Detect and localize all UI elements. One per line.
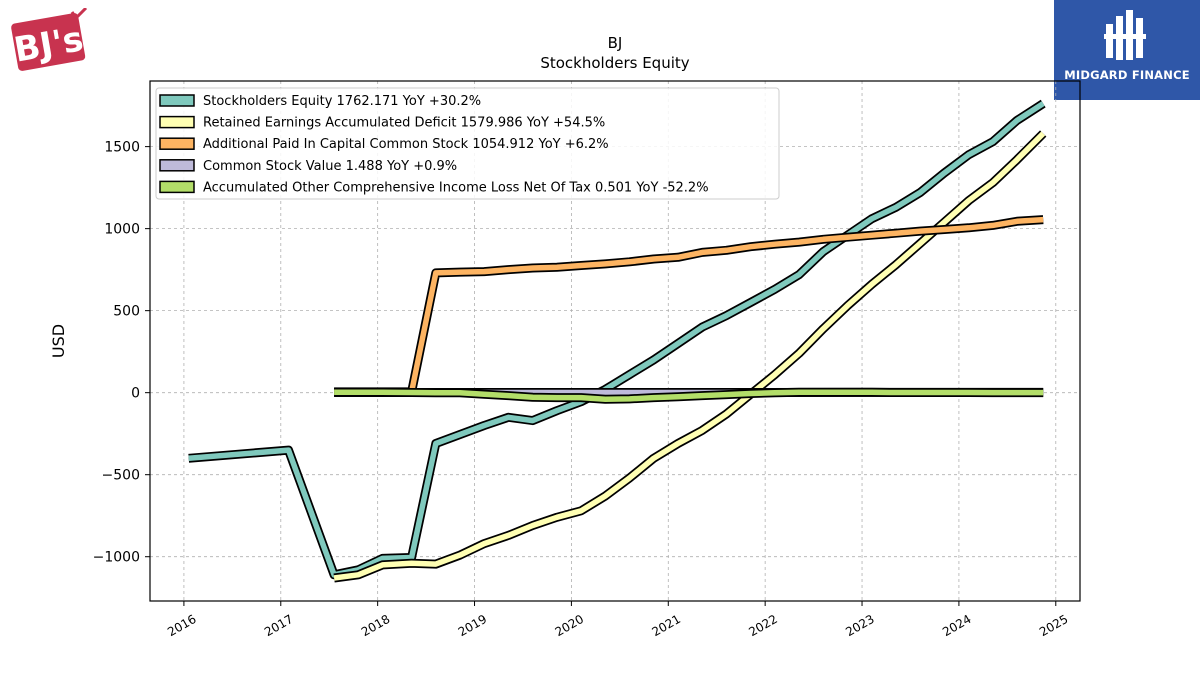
y-axis-label: USD (49, 324, 68, 358)
y-tick-label: −500 (102, 468, 140, 484)
series-line-outline (333, 130, 1047, 583)
series-layer (188, 99, 1047, 583)
x-tick-label: 2022 (746, 612, 779, 639)
legend: Stockholders Equity 1762.171 YoY +30.2% R… (155, 87, 780, 200)
legend-swatch (159, 180, 195, 194)
x-tick-label: 2017 (262, 612, 295, 639)
x-tick-label: 2021 (650, 612, 683, 639)
legend-swatch (159, 94, 195, 107)
chart-title: BJ (608, 34, 623, 52)
y-tick-label: 1500 (104, 140, 140, 156)
legend-entry: Additional Paid In Capital Common Stock … (203, 137, 609, 152)
y-tick-label: −1000 (93, 550, 140, 566)
legend-swatch (159, 137, 195, 150)
chart-subtitle: Stockholders Equity (540, 54, 689, 72)
midgard-emblem-icon (1104, 10, 1146, 60)
x-tick-label: 2024 (940, 612, 973, 639)
grid-lines (150, 81, 1080, 601)
legend-entry: Stockholders Equity 1762.171 YoY +30.2% (203, 94, 481, 109)
legend-swatch (159, 159, 195, 172)
x-tick-label: 2018 (359, 612, 392, 639)
legend-entry: Accumulated Other Comprehensive Income L… (203, 180, 709, 195)
x-tick-label: 2025 (1037, 612, 1070, 639)
series-line (334, 216, 1044, 395)
series-line (334, 389, 1044, 402)
x-tick-label: 2020 (553, 612, 586, 639)
y-tick-label: 0 (131, 386, 140, 402)
series-line (333, 131, 1046, 581)
x-tick-label: 2016 (165, 612, 198, 639)
legend-entry: Retained Earnings Accumulated Deficit 15… (203, 116, 605, 131)
plot-frame (149, 80, 1081, 602)
legend-box (155, 87, 780, 200)
midgard-finance-logo: MIDGARD FINANCE (1054, 0, 1200, 100)
legend-swatch (159, 115, 195, 129)
series-line-outline (334, 215, 1044, 397)
midgard-brand-text: MIDGARD FINANCE (1064, 68, 1190, 82)
bjs-logo: BJ's (8, 6, 88, 78)
y-tick-label: 1000 (104, 222, 140, 238)
legend-entry: Common Stock Value 1.488 YoY +0.9% (203, 159, 457, 174)
y-tick-label: 500 (113, 304, 140, 320)
x-tick-label: 2023 (843, 612, 876, 639)
series-line (188, 101, 1045, 578)
x-tick-label: 2019 (456, 612, 489, 639)
